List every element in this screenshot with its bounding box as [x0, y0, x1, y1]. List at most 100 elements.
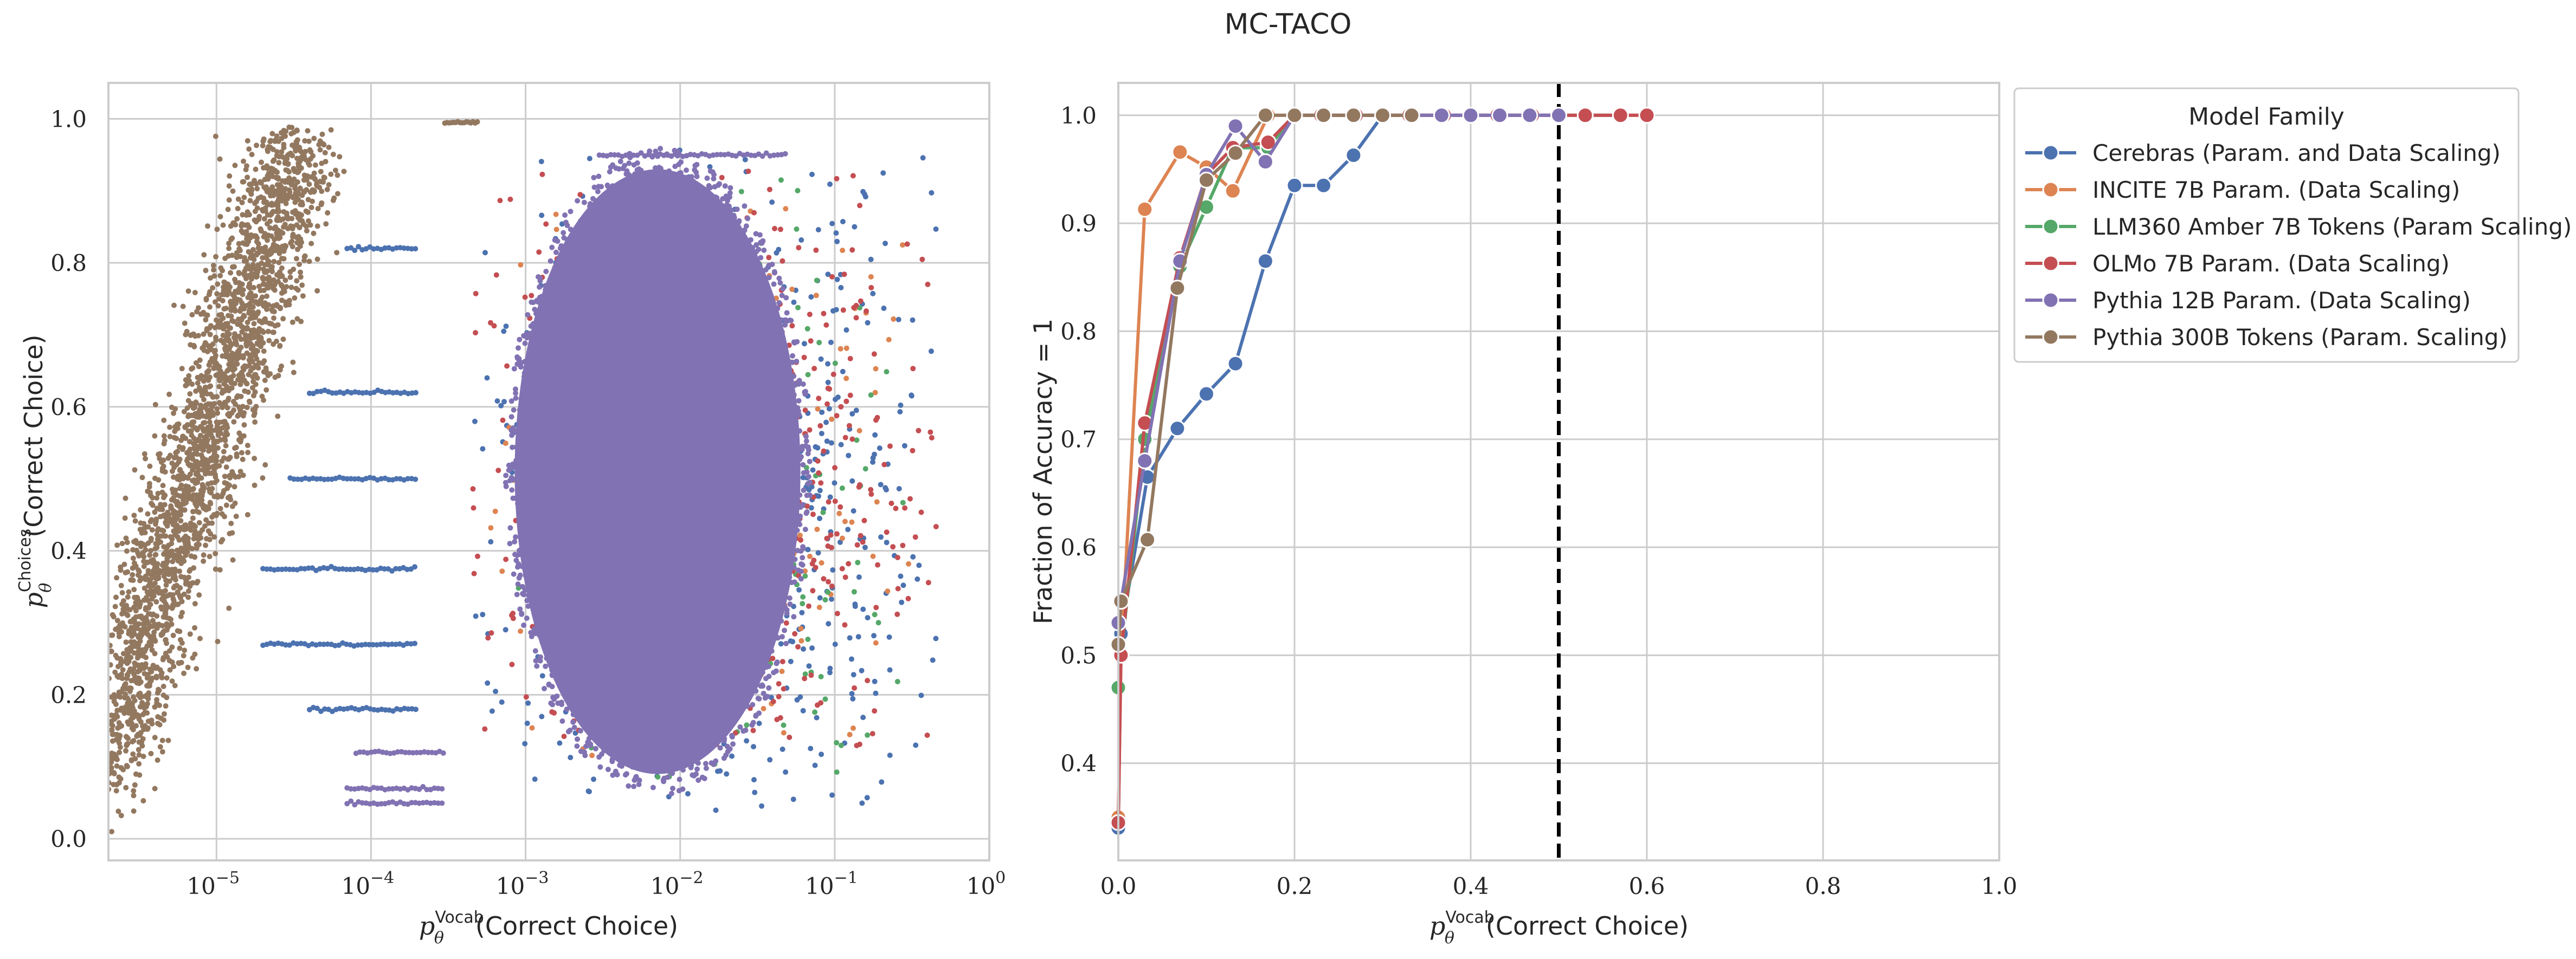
scatter-point: [587, 155, 593, 161]
scatter-point: [808, 294, 814, 300]
scatter-point: [120, 667, 126, 673]
scatter-point: [744, 703, 750, 709]
scatter-point: [529, 347, 534, 353]
scatter-point: [737, 724, 743, 730]
scatter-point: [832, 360, 838, 366]
scatter-point: [370, 567, 376, 573]
scatter-point: [152, 651, 158, 657]
scatter-point: [769, 299, 775, 304]
scatter-point: [518, 490, 524, 495]
scatter-point: [275, 206, 281, 212]
scatter-point: [834, 238, 840, 244]
scatter-point: [270, 209, 276, 215]
scatter-point: [503, 472, 509, 478]
scatter-point: [118, 567, 124, 573]
scatter-point: [877, 445, 883, 451]
scatter-point: [854, 542, 860, 548]
scatter-point: [169, 678, 175, 684]
scatter-point: [189, 312, 195, 317]
scatter-point: [828, 596, 834, 602]
scatter-point: [253, 166, 259, 172]
scatter-point: [752, 671, 758, 677]
scatter-point: [797, 513, 803, 519]
scatter-point: [906, 561, 911, 567]
scatter-point: [214, 406, 220, 412]
scatter-point: [269, 264, 275, 270]
scatter-point: [781, 730, 787, 736]
scatter-point: [860, 189, 866, 195]
scatter-point: [259, 294, 265, 300]
scatter-point: [162, 711, 167, 717]
scatter-point: [409, 246, 415, 252]
scatter-point: [847, 392, 853, 398]
scatter-point: [511, 407, 517, 413]
scatter-point: [501, 399, 507, 405]
scatter-point: [241, 179, 247, 185]
scatter-point: [485, 680, 491, 686]
scatter-point: [153, 599, 159, 605]
scatter-point: [872, 390, 878, 396]
scatter-point: [189, 580, 195, 586]
scatter-point: [796, 245, 802, 251]
scatter-point: [137, 527, 143, 533]
scatter-point: [742, 157, 748, 163]
scatter-point: [533, 339, 539, 345]
scatter-point: [538, 159, 544, 165]
scatter-point: [909, 393, 915, 399]
scatter-point: [259, 260, 265, 266]
scatter-point: [798, 576, 804, 582]
scatter-point: [239, 450, 244, 456]
scatter-point: [131, 587, 137, 593]
scatter-point: [851, 508, 856, 514]
scatter-point: [782, 569, 788, 575]
scatter-point: [854, 743, 860, 748]
scatter-point: [776, 336, 782, 342]
scatter-point: [521, 565, 527, 571]
scatter-point: [165, 455, 171, 461]
scatter-point: [851, 672, 856, 678]
scatter-point: [541, 307, 547, 313]
scatter-point: [553, 666, 559, 672]
scatter-point: [830, 567, 836, 573]
scatter-point: [916, 427, 922, 433]
scatter-point: [849, 411, 855, 417]
scatter-point: [790, 353, 795, 359]
scatter-point: [774, 314, 780, 320]
scatter-point: [722, 183, 728, 189]
scatter-point: [787, 601, 793, 607]
scatter-point: [203, 542, 209, 548]
scatter-point: [217, 273, 223, 278]
scatter-point: [213, 372, 219, 378]
scatter-point: [112, 716, 118, 722]
scatter-point: [540, 632, 546, 638]
scatter-point: [549, 244, 555, 250]
scatter-point: [675, 754, 681, 760]
scatter-point: [591, 184, 597, 190]
scatter-point: [800, 462, 806, 468]
scatter-point: [169, 536, 175, 542]
scatter-point: [817, 488, 823, 494]
scatter-point: [815, 458, 821, 464]
scatter-point: [759, 803, 764, 809]
scatter-point: [897, 409, 903, 414]
scatter-point: [263, 199, 269, 205]
scatter-point: [591, 776, 596, 782]
scatter-point: [684, 749, 690, 755]
scatter-point: [720, 196, 726, 202]
scatter-point: [205, 223, 210, 229]
scatter-point: [497, 198, 503, 204]
scatter-point: [596, 173, 602, 179]
scatter-point: [781, 588, 787, 594]
scatter-point: [725, 198, 730, 204]
scatter-point: [570, 242, 576, 248]
scatter-point: [541, 644, 547, 650]
scatter-point: [632, 777, 637, 783]
scatter-point: [165, 542, 171, 548]
scatter-point: [744, 738, 750, 744]
scatter-point: [153, 665, 159, 671]
scatter-point: [319, 189, 325, 195]
scatter-point: [616, 166, 622, 172]
scatter-point: [568, 209, 574, 215]
scatter-point: [758, 239, 763, 245]
scatter-point: [745, 169, 751, 174]
